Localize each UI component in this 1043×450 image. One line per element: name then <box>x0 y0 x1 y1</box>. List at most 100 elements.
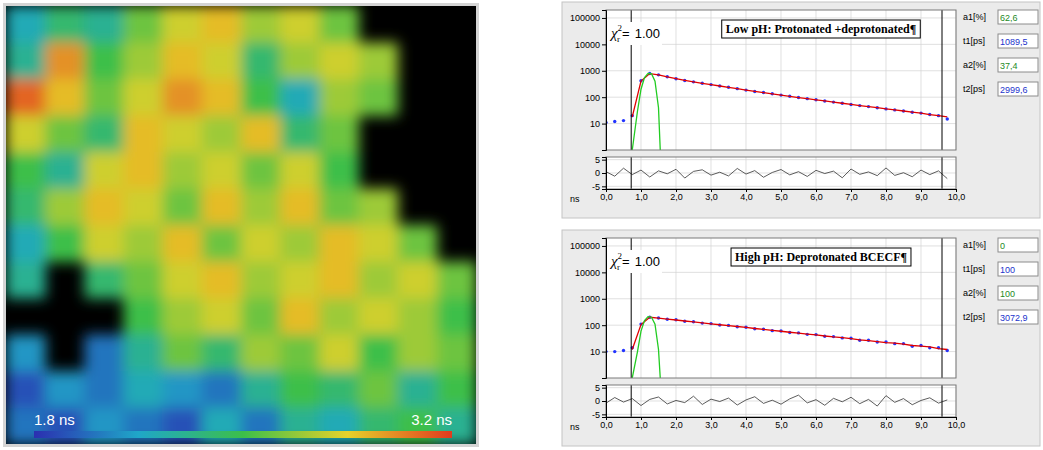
lifetime-cell <box>241 189 281 226</box>
residual-background <box>606 385 956 417</box>
lifetime-cell <box>398 335 438 372</box>
x-axis: 0,01,02,03,04,05,06,07,08,09,010,0 <box>600 189 965 202</box>
lifetime-image: 1.8 ns3.2 ns <box>3 3 479 447</box>
x-tick-label: 4,0 <box>740 420 753 430</box>
parameter-value: 100 <box>1000 289 1015 299</box>
parameter-label: t1[ps] <box>963 264 985 274</box>
x-tick-label: 6,0 <box>810 192 823 202</box>
scatter-point <box>622 119 625 122</box>
lifetime-cell <box>6 116 46 153</box>
lifetime-cell <box>202 6 242 43</box>
lifetime-cell <box>84 6 124 43</box>
lifetime-cell <box>359 298 399 335</box>
chi-relation: = <box>622 26 630 41</box>
x-tick: 2,0 <box>670 189 683 202</box>
residual-y-axis: 50-5 <box>592 155 607 192</box>
y-tick: 10 <box>590 347 606 357</box>
lifetime-cell <box>202 225 242 262</box>
x-tick-label: 7,0 <box>845 420 858 430</box>
x-tick: 3,0 <box>705 189 718 202</box>
x-tick-label: 5,0 <box>775 192 788 202</box>
grid-line <box>921 238 922 378</box>
scatter-point <box>946 117 949 120</box>
image-cells <box>6 6 476 444</box>
lifetime-cell <box>280 408 320 445</box>
lifetime-cell <box>241 79 281 116</box>
parameter-box <box>998 286 1038 300</box>
residual-y-tick-label: -5 <box>592 182 600 192</box>
lifetime-cell <box>45 6 85 43</box>
lifetime-cell <box>124 189 164 226</box>
x-axis: 0,01,02,03,04,05,06,07,08,09,010,0 <box>600 417 965 430</box>
lifetime-cell <box>124 408 164 445</box>
lifetime-cell <box>319 371 359 408</box>
scatter-point <box>622 349 625 352</box>
colorbar-label: 1.8 ns <box>34 411 75 428</box>
lifetime-cell <box>124 116 164 153</box>
lifetime-cell <box>84 79 124 116</box>
y-tick-mark <box>602 325 606 326</box>
y-tick-mark <box>602 124 606 125</box>
lifetime-cell <box>124 225 164 262</box>
lifetime-cell <box>280 79 320 116</box>
lifetime-cell <box>319 262 359 299</box>
x-tick: 0,0 <box>600 189 613 202</box>
x-tick: 6,0 <box>810 417 823 430</box>
line-line <box>632 74 947 117</box>
lifetime-cell <box>163 116 203 153</box>
lifetime-cell <box>45 189 85 226</box>
lifetime-cell <box>280 262 320 299</box>
lifetime-cell <box>241 371 281 408</box>
parameter-box <box>998 310 1038 324</box>
x-tick: 3,0 <box>705 417 718 430</box>
scatter-point <box>613 350 616 353</box>
x-tick-label: 3,0 <box>705 192 718 202</box>
fit-quality: χ2r=1.00 <box>607 22 662 45</box>
y-tick-label: 1000 <box>580 66 600 76</box>
y-tick: 100000 <box>570 13 606 23</box>
title-box: Low pH: Protonated +deprotonated¶ <box>722 20 921 38</box>
colorbar <box>34 431 452 438</box>
x-tick-label: 2,0 <box>670 420 683 430</box>
scatter-point <box>613 120 616 123</box>
residual-y-tick-mark <box>602 173 606 174</box>
x-tick-label: 1,0 <box>635 192 648 202</box>
y-tick-mark <box>602 246 606 247</box>
x-tick: 10,0 <box>948 189 966 202</box>
y-tick: 100 <box>585 93 606 103</box>
parameter-label: t2[ps] <box>963 312 985 322</box>
fit-range-cursor <box>942 10 943 150</box>
lifetime-cell <box>6 262 46 299</box>
grid-line <box>676 238 677 378</box>
y-tick-mark <box>602 299 606 300</box>
fit-range-cursor <box>942 157 943 189</box>
grid-line <box>606 401 956 402</box>
lifetime-cell <box>84 371 124 408</box>
x-tick-label: 6,0 <box>810 420 823 430</box>
grid-line <box>711 238 712 378</box>
lifetime-cell <box>319 335 359 372</box>
y-axis-line <box>602 11 607 151</box>
y-tick-label: 100 <box>585 321 600 331</box>
lifetime-cell <box>163 298 203 335</box>
lifetime-cell <box>84 116 124 153</box>
lifetime-cell <box>45 116 85 153</box>
x-tick: 5,0 <box>775 189 788 202</box>
parameter-box <box>998 58 1038 72</box>
y-tick-mark <box>602 97 606 98</box>
chi-subscript: r <box>617 34 620 44</box>
x-tick-label: 5,0 <box>775 420 788 430</box>
y-tick: 10 <box>590 119 606 129</box>
parameter-value: 62,6 <box>1000 13 1018 23</box>
lifetime-cell <box>202 152 242 189</box>
x-tick: 4,0 <box>740 189 753 202</box>
lifetime-cell <box>163 152 203 189</box>
chi-subscript: r <box>617 262 620 272</box>
y-tick-label: 10000 <box>575 268 600 278</box>
grid-line <box>606 387 956 388</box>
fit-quality-text: χ2r=1.00 <box>609 23 660 44</box>
title: High pH: Deprotonated BCECF¶ <box>735 250 907 264</box>
x-tick: 1,0 <box>635 189 648 202</box>
parameters: a1[%]0t1[ps]100a2[%]100t2[ps]3072,9 <box>963 238 1038 324</box>
lifetime-cell <box>319 298 359 335</box>
